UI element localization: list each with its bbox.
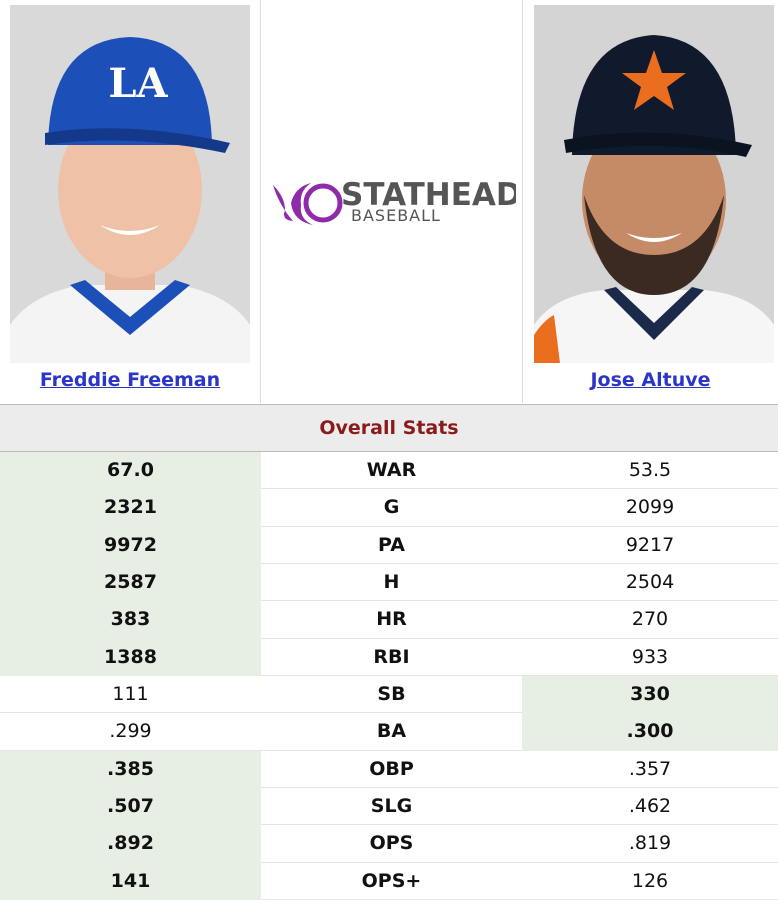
right-value: 2099: [522, 489, 778, 527]
stat-name: PA: [261, 527, 522, 564]
right-value: 53.5: [522, 452, 778, 490]
stat-row: 111 SB 330: [0, 675, 778, 714]
left-value: .385: [0, 750, 261, 788]
stat-name: H: [261, 564, 522, 602]
stat-row: 383 HR 270: [0, 601, 778, 639]
left-value: .299: [0, 713, 261, 751]
stat-name: SLG: [261, 788, 522, 826]
left-value: 2587: [0, 563, 261, 602]
left-value: 9972: [0, 526, 261, 564]
stat-name: SB: [261, 676, 522, 714]
stat-row: 9972 PA 9217: [0, 526, 778, 564]
right-value: .819: [522, 825, 778, 863]
left-value: 111: [0, 676, 261, 714]
left-value: .892: [0, 825, 261, 863]
stats-table: 67.0 WAR 53.5 2321 G 2099 9972 PA 9217 2587 H 2504 3…: [0, 452, 778, 900]
left-value: 1388: [0, 638, 261, 676]
left-value: 67.0: [0, 452, 261, 490]
player-header: LA Freddie Freeman STATHEAD BASEBALL Jos…: [0, 0, 778, 403]
stat-row: .385 OBP .357: [0, 750, 778, 788]
stat-row: .507 SLG .462: [0, 787, 778, 826]
left-value: .507: [0, 787, 261, 826]
left-player: LA Freddie Freeman: [0, 0, 261, 403]
right-value: 270: [522, 601, 778, 639]
player-link[interactable]: Jose Altuve: [590, 369, 711, 391]
table-title: Overall Stats: [0, 404, 778, 452]
stat-name: OPS: [261, 825, 522, 863]
stat-row: .892 OPS .819: [0, 825, 778, 863]
stat-row: 141 OPS+ 126: [0, 862, 778, 900]
stat-row: 2587 H 2504: [0, 563, 778, 602]
right-value: 330: [522, 675, 778, 714]
right-value: .300: [522, 713, 778, 751]
player-photo[interactable]: LA: [10, 5, 250, 363]
right-value: 126: [522, 863, 778, 900]
stat-name: HR: [261, 601, 522, 639]
logo-subtitle: BASEBALL: [351, 206, 441, 225]
stat-name: OPS+: [261, 863, 522, 900]
stat-row: 2321 G 2099: [0, 489, 778, 527]
right-value: 9217: [522, 527, 778, 564]
stat-name: G: [261, 489, 522, 527]
left-value: 383: [0, 601, 261, 639]
stathead-logo[interactable]: STATHEAD BASEBALL: [271, 175, 516, 225]
player-link[interactable]: Freddie Freeman: [39, 369, 221, 391]
right-player: Jose Altuve: [523, 0, 778, 403]
player-photo[interactable]: [534, 5, 774, 363]
right-value: .462: [522, 788, 778, 826]
left-value: 141: [0, 862, 261, 900]
stat-row: .299 BA .300: [0, 713, 778, 751]
right-value: 2504: [522, 564, 778, 602]
stat-name: WAR: [261, 452, 522, 490]
stat-row: 67.0 WAR 53.5: [0, 452, 778, 490]
cap-logo: LA: [108, 60, 168, 107]
right-value: 933: [522, 639, 778, 676]
logo-column: STATHEAD BASEBALL: [261, 0, 523, 403]
right-value: .357: [522, 751, 778, 788]
logo-title: STATHEAD: [341, 177, 516, 213]
stat-row: 1388 RBI 933: [0, 638, 778, 676]
stat-name: OBP: [261, 751, 522, 788]
stat-name: BA: [261, 713, 522, 751]
left-value: 2321: [0, 489, 261, 527]
stat-name: RBI: [261, 639, 522, 676]
